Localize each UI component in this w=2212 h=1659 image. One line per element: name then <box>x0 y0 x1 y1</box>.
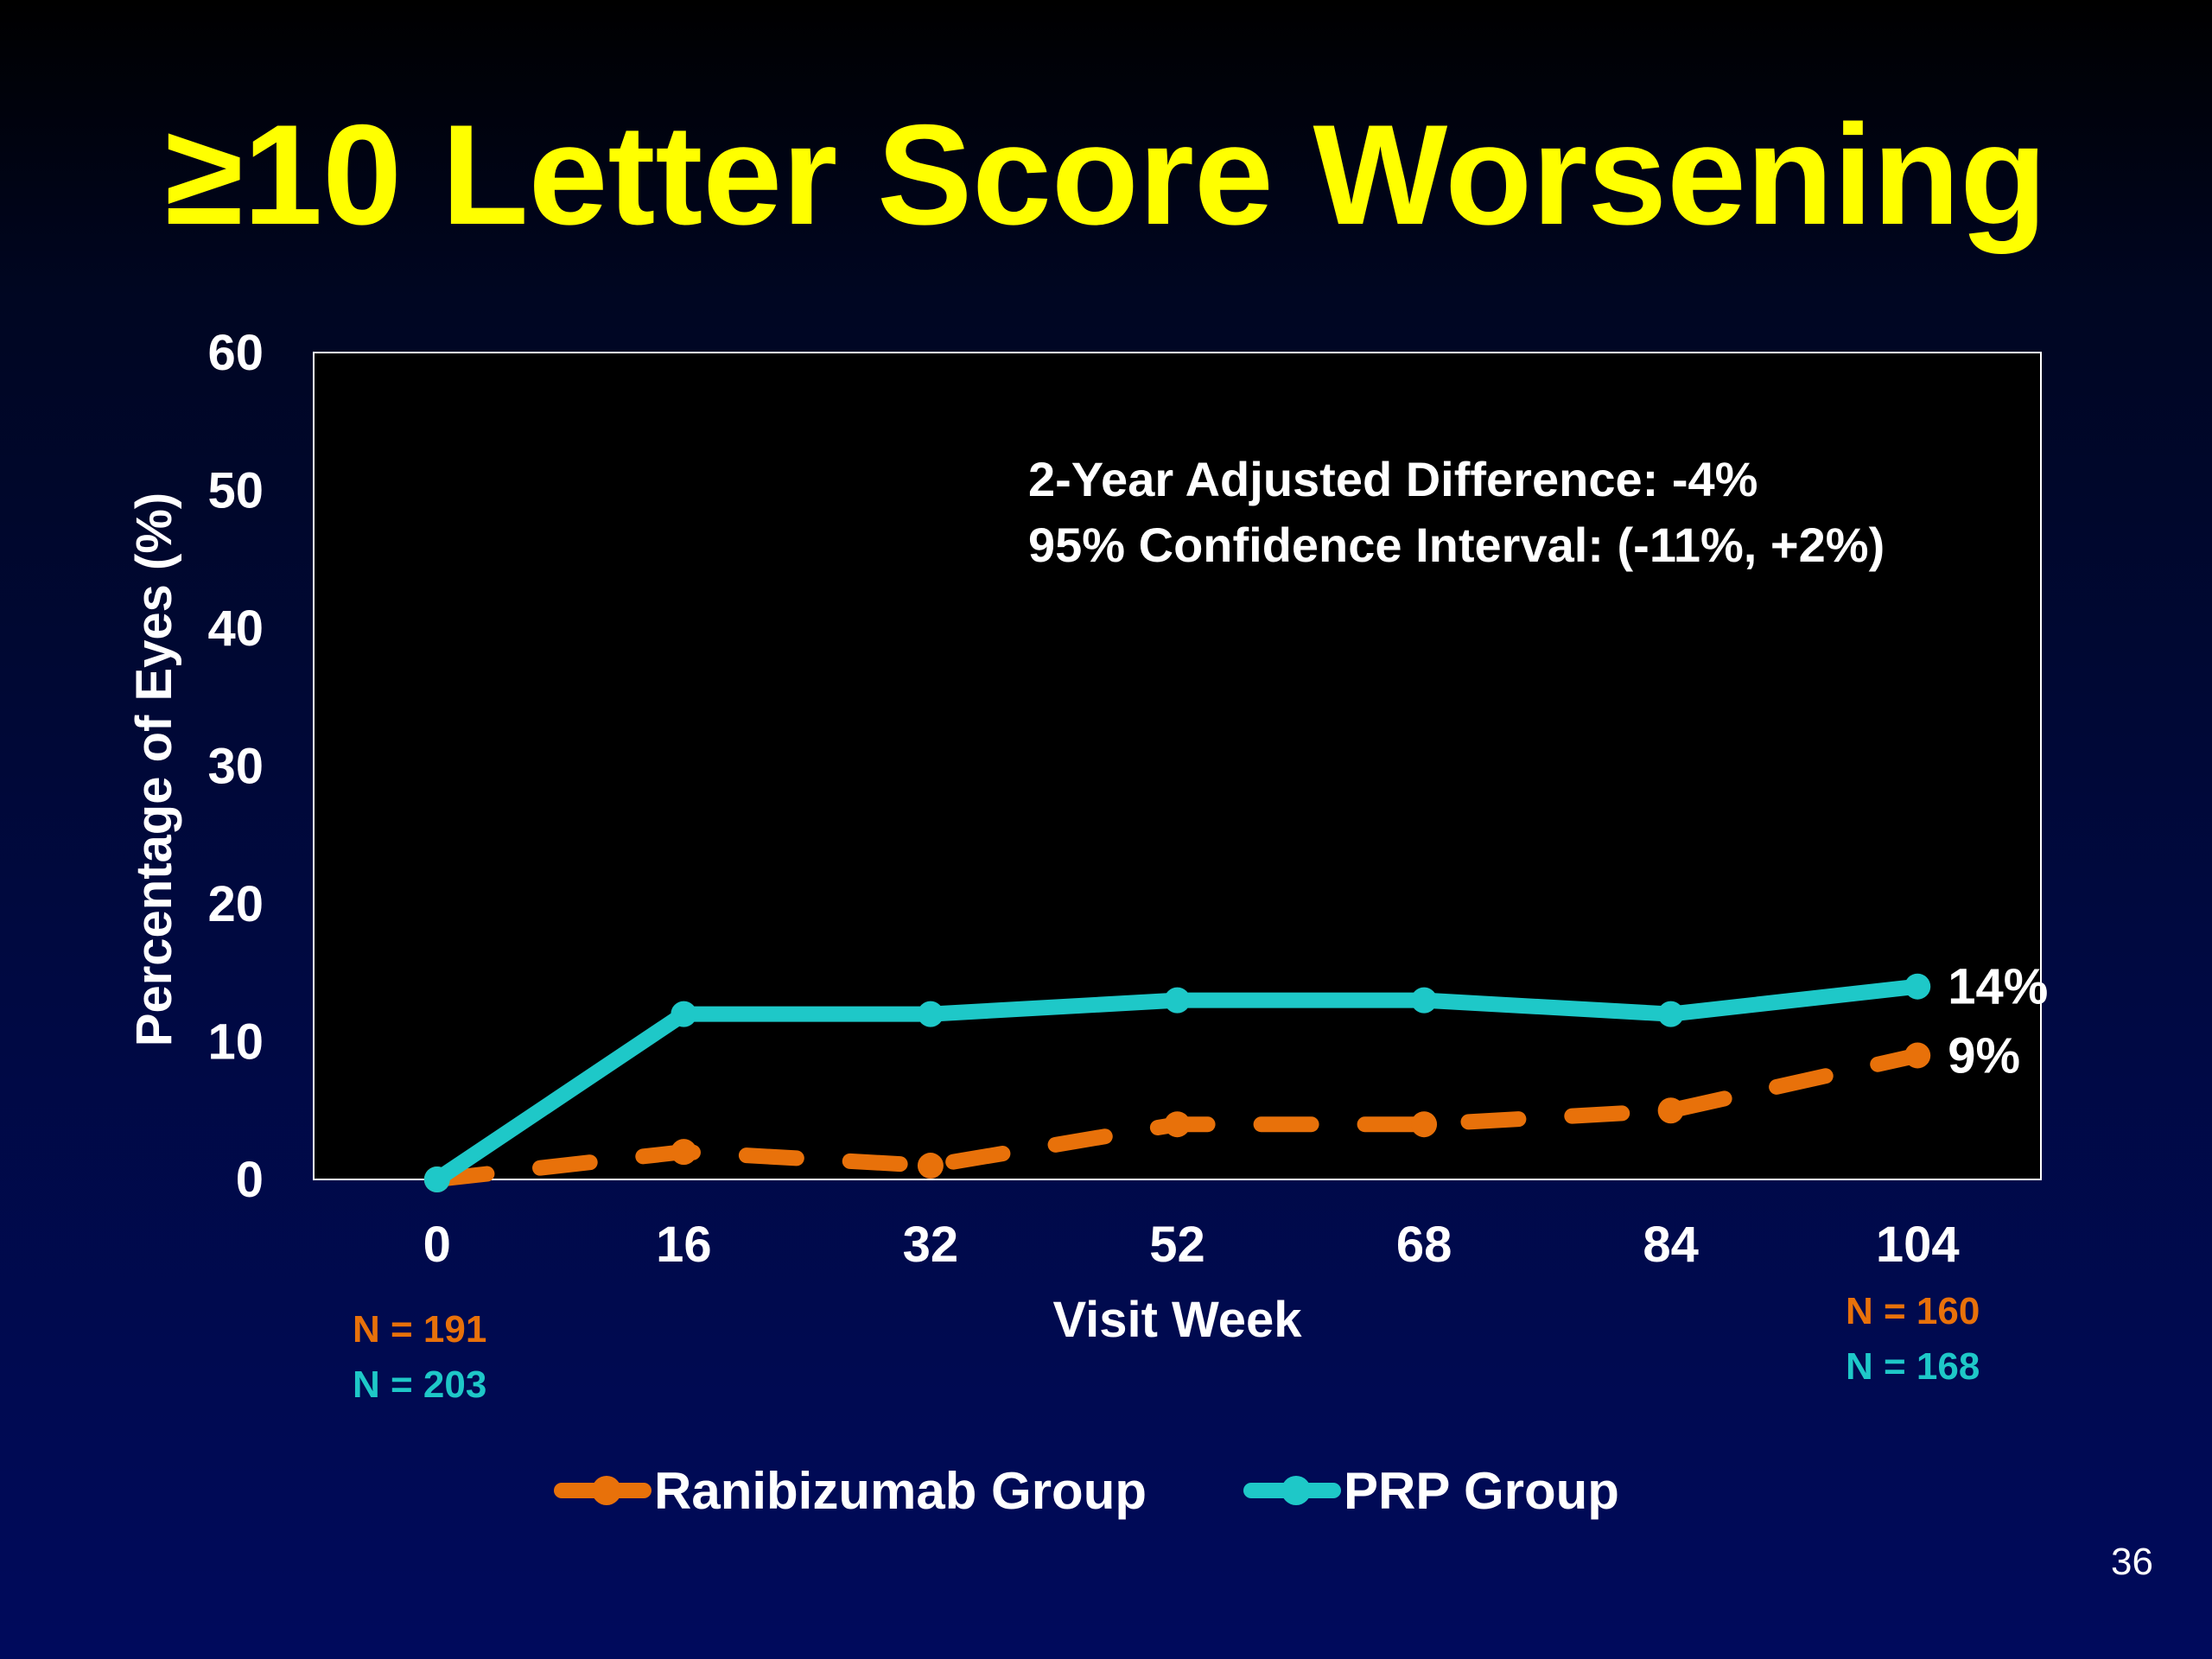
slide-number: 36 <box>2111 1541 2153 1583</box>
n-start-prp: N = 203 <box>353 1363 486 1406</box>
data-point-prp <box>1164 987 1191 1014</box>
data-point-ranibizumab <box>1164 1111 1191 1138</box>
legend-label-prp: PRP Group <box>1344 1462 1619 1520</box>
plot-area <box>313 352 2042 1180</box>
n-end-ranibizumab: N = 160 <box>1846 1290 1980 1332</box>
x-tick-label: 0 <box>423 1217 451 1273</box>
y-tick-label: 60 <box>207 325 264 381</box>
y-tick-label: 0 <box>236 1152 264 1208</box>
x-tick-label: 68 <box>1396 1217 1452 1273</box>
data-point-prp <box>1411 987 1438 1014</box>
annotation-adjusted-difference: 2-Year Adjusted Difference: -4% <box>1028 452 1758 506</box>
legend-marker-ranibizumab <box>592 1476 621 1505</box>
n-end-prp: N = 168 <box>1846 1345 1980 1388</box>
end-value-label-ranibizumab: 9% <box>1948 1027 2020 1084</box>
y-tick-label: 30 <box>207 739 264 795</box>
y-tick-label: 50 <box>207 463 264 519</box>
data-point-ranibizumab <box>671 1139 697 1166</box>
legend-marker-prp <box>1281 1476 1311 1505</box>
slide-title: ≥10 Letter Score Worsening <box>164 95 2048 254</box>
data-point-prp <box>423 1166 450 1192</box>
y-tick-label: 10 <box>207 1014 264 1071</box>
data-point-ranibizumab <box>917 1153 944 1179</box>
y-tick-label: 20 <box>207 876 264 932</box>
n-start-ranibizumab: N = 191 <box>353 1308 486 1351</box>
x-tick-label: 16 <box>656 1217 712 1273</box>
x-axis-label: Visit Week <box>1052 1292 1302 1348</box>
x-tick-label: 104 <box>1876 1217 1960 1273</box>
data-point-ranibizumab <box>1657 1097 1684 1124</box>
annotation-confidence-interval: 95% Confidence Interval: (-11%, +2%) <box>1028 518 1885 572</box>
data-point-prp <box>671 1001 697 1027</box>
x-tick-label: 32 <box>903 1217 959 1273</box>
y-tick-label: 40 <box>207 601 264 657</box>
legend-label-ranibizumab: Ranibizumab Group <box>654 1462 1147 1520</box>
data-point-prp <box>1904 973 1931 1000</box>
data-point-prp <box>917 1001 944 1027</box>
x-tick-label: 52 <box>1149 1217 1205 1273</box>
data-point-prp <box>1657 1001 1684 1027</box>
end-value-label-prp: 14% <box>1948 959 2048 1015</box>
data-point-ranibizumab <box>1411 1111 1438 1138</box>
y-axis-label: Percentage of Eyes (%) <box>126 493 182 1046</box>
legend: Ranibizumab Group PRP Group <box>554 1462 1619 1520</box>
data-point-ranibizumab <box>1904 1042 1931 1069</box>
x-tick-label: 84 <box>1643 1217 1699 1273</box>
